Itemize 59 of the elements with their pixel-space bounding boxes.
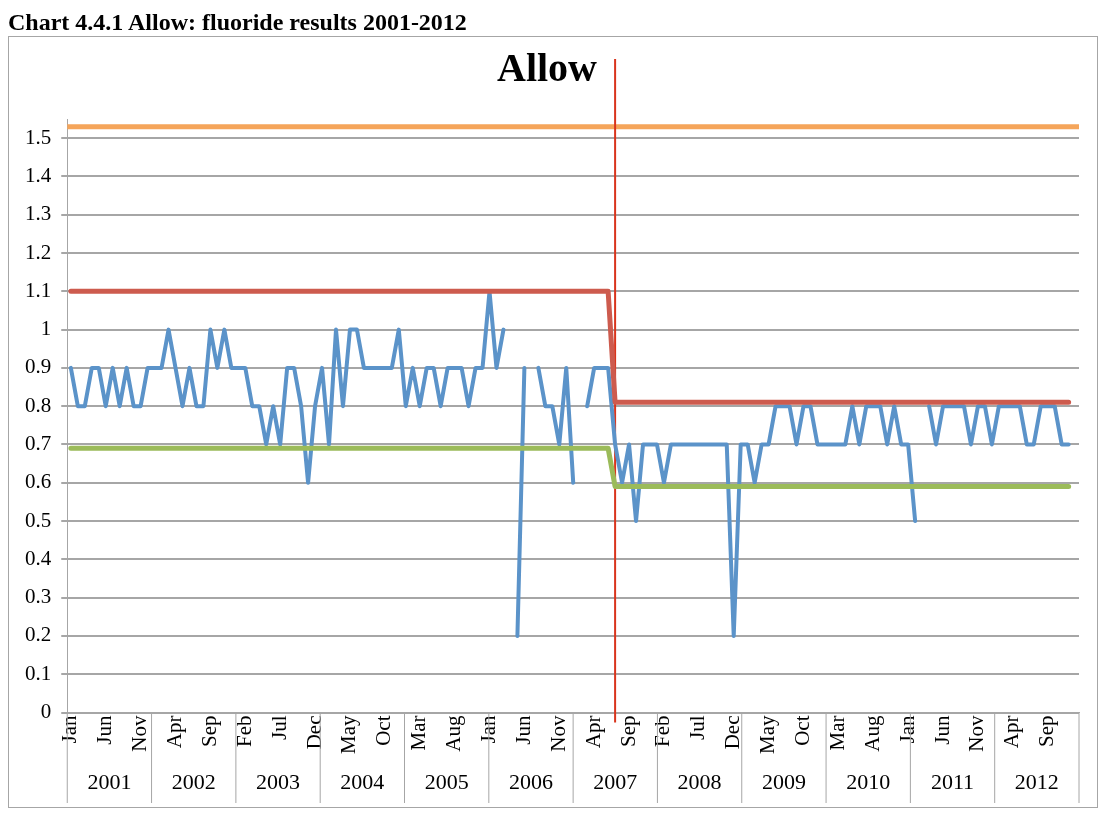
y-tick-label: 1 (40, 316, 52, 341)
y-tick-label: 0.7 (25, 430, 52, 455)
text: 2011 (930, 768, 975, 794)
x-tick-label: Nov (127, 715, 152, 752)
y-tick-label: 0 (40, 699, 52, 724)
text: 2010 (846, 768, 891, 794)
x-tick-label: Jan (894, 715, 919, 744)
chart-title: Allow (497, 45, 598, 91)
x-tick-label: Jan (57, 715, 82, 744)
x-tick-label: Apr (162, 715, 187, 749)
x-tick-label: Sep (1034, 715, 1059, 748)
y-tick-label: 0.8 (25, 392, 52, 417)
text: 2004 (340, 768, 385, 794)
x-tick-label: Mar (406, 715, 431, 751)
x-tick-label: Apr (999, 715, 1024, 749)
x-tick-label: Jul (685, 715, 710, 741)
y-tick-label: 1.4 (25, 162, 52, 187)
x-tick-label: May (336, 715, 361, 755)
y-tick-label: 1.1 (25, 277, 52, 302)
x-tick-label: Mar (824, 715, 849, 751)
x-tick-label: Jan (476, 715, 501, 744)
y-tick-label: 0.4 (25, 545, 52, 570)
x-tick-label: Aug (441, 715, 466, 752)
y-tick-label: 0.5 (25, 507, 52, 532)
x-tick-label: Jun (510, 715, 535, 745)
y-tick-label: 1.5 (25, 124, 52, 149)
x-tick-label: Oct (790, 715, 815, 746)
x-tick-label: Jun (92, 715, 117, 745)
y-tick-label: 0.9 (25, 354, 52, 379)
text: 2003 (256, 768, 301, 794)
text: 2012 (1014, 768, 1059, 794)
text: 2005 (424, 768, 469, 794)
x-tick-label: Jul (266, 715, 291, 741)
y-tick-label: 1.2 (25, 239, 52, 264)
x-tick-label: Aug (859, 715, 884, 752)
text: 2001 (87, 768, 132, 794)
y-tick-label: 0.3 (25, 584, 52, 609)
x-tick-label: Feb (231, 715, 256, 748)
y-tick-label: 0.6 (25, 469, 52, 494)
x-tick-label: Apr (580, 715, 605, 749)
x-tick-label: Jun (929, 715, 954, 745)
x-tick-label: Feb (650, 715, 675, 748)
text: 2007 (593, 768, 638, 794)
y-tick-label: 1.3 (25, 201, 52, 226)
x-tick-label: Dec (301, 715, 326, 750)
y-tick-label: 0.1 (25, 660, 52, 685)
text: 2006 (508, 768, 553, 794)
text: 2008 (677, 768, 722, 794)
x-tick-label: Sep (615, 715, 640, 748)
text: 2002 (171, 768, 216, 794)
text: 2009 (761, 768, 806, 794)
x-tick-label: Nov (545, 715, 570, 752)
y-tick-label: 0.2 (25, 622, 52, 647)
x-tick-label: May (755, 715, 780, 755)
x-tick-label: Dec (720, 715, 745, 750)
chart-subtitle: Chart 4.4.1 Allow: fluoride results 2001-2012 (8, 8, 468, 36)
x-tick-label: Oct (371, 715, 396, 746)
x-tick-label: Sep (196, 715, 221, 748)
x-tick-label: Nov (964, 715, 989, 752)
